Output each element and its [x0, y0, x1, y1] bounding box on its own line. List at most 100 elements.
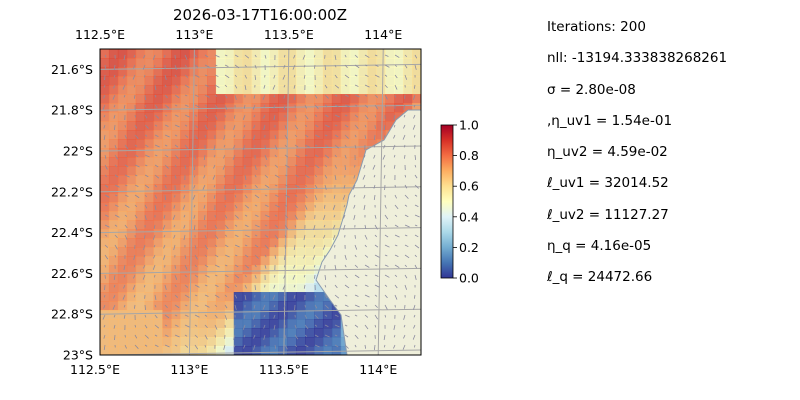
heatmap-cell — [251, 202, 262, 212]
heatmap-cell — [340, 202, 351, 212]
heatmap-cell — [126, 67, 137, 77]
heatmap-cell — [198, 130, 208, 140]
velocity-arrow — [144, 334, 149, 339]
heatmap-cell — [108, 49, 119, 59]
heatmap-cell — [242, 220, 253, 230]
heatmap-cell — [358, 49, 369, 59]
heatmap-cell — [108, 76, 119, 86]
heatmap-cell — [224, 328, 235, 338]
heatmap-cell — [224, 283, 235, 293]
velocity-arrow — [124, 164, 129, 168]
velocity-arrow — [293, 284, 296, 288]
heatmap-cell — [224, 58, 235, 68]
heatmap-cell — [207, 328, 217, 338]
velocity-arrow — [264, 194, 268, 197]
velocity-arrow — [224, 74, 230, 79]
velocity-arrow — [184, 334, 188, 337]
velocity-arrow — [174, 274, 178, 280]
heatmap-cell — [215, 238, 226, 248]
colorbar-tick-label: 0.4 — [459, 209, 479, 224]
velocity-arrow — [204, 304, 210, 308]
heatmap-cell — [126, 238, 137, 248]
velocity-arrow — [364, 114, 369, 120]
heatmap-cell — [117, 328, 128, 338]
velocity-arrow — [153, 254, 156, 259]
heatmap-cell — [224, 49, 235, 59]
heatmap-cell — [180, 292, 190, 302]
velocity-arrow — [224, 94, 228, 99]
heatmap-cell — [367, 94, 378, 104]
heatmap-cell — [394, 76, 404, 86]
heatmap-cell — [340, 175, 351, 185]
velocity-arrow — [363, 204, 366, 210]
heatmap-cell — [198, 112, 208, 122]
heatmap-cell — [180, 220, 190, 230]
velocity-arrow — [204, 94, 210, 98]
velocity-arrow — [363, 164, 366, 169]
heatmap-cell — [242, 85, 253, 95]
heatmap-cell — [153, 256, 164, 266]
heatmap-cell — [180, 103, 190, 113]
velocity-arrow — [224, 284, 230, 289]
velocity-arrow — [273, 114, 276, 120]
velocity-arrow — [334, 344, 339, 348]
heatmap-cell — [287, 337, 297, 347]
velocity-arrow — [134, 174, 138, 177]
parallel-line — [100, 186, 421, 193]
heatmap-cell — [331, 310, 342, 320]
velocity-arrow — [364, 124, 367, 128]
heatmap-cell — [153, 103, 164, 113]
velocity-arrow — [364, 84, 370, 88]
heatmap-cell — [135, 220, 146, 230]
heatmap-cell — [100, 175, 110, 185]
velocity-arrow — [364, 104, 369, 108]
heatmap-cell — [287, 85, 297, 95]
velocity-arrow — [332, 204, 336, 210]
velocity-arrow — [203, 164, 206, 168]
velocity-arrow — [214, 254, 219, 258]
heatmap-cell — [215, 76, 226, 86]
velocity-arrow — [223, 174, 226, 178]
velocity-arrow — [144, 184, 150, 189]
heatmap-cell — [376, 76, 386, 86]
velocity-arrow — [324, 184, 327, 190]
velocity-arrow — [374, 94, 378, 98]
heatmap-cell — [412, 94, 421, 104]
heatmap-cell — [108, 58, 119, 68]
heatmap-cell — [349, 94, 360, 104]
heatmap-cell — [108, 247, 119, 257]
heatmap-cell — [296, 238, 306, 248]
velocity-arrow — [264, 154, 268, 160]
heatmap-cell — [108, 121, 119, 131]
heatmap-cell — [198, 148, 208, 158]
heatmap-cell — [287, 157, 297, 167]
velocity-arrow — [364, 54, 370, 58]
heatmap-cell — [189, 337, 199, 347]
y-tick-label: 21.6°S — [51, 62, 93, 77]
heatmap-cell — [314, 202, 324, 212]
heatmap-cell — [126, 265, 137, 275]
heatmap-cell — [287, 76, 297, 86]
velocity-arrow — [154, 304, 157, 308]
velocity-arrow — [194, 124, 198, 128]
velocity-arrow — [264, 204, 269, 207]
heatmap-cell — [260, 319, 271, 329]
heatmap-cell — [207, 265, 217, 275]
heatmap-cell — [278, 247, 288, 257]
heatmap-cell — [349, 157, 360, 167]
velocity-arrow — [184, 274, 187, 278]
heatmap-cell — [287, 247, 297, 257]
velocity-arrow — [313, 264, 316, 268]
heatmap-cell — [251, 121, 262, 131]
meridian-line — [377, 49, 384, 355]
velocity-arrow — [133, 54, 136, 58]
heatmap-cell — [180, 130, 190, 140]
heatmap-cell — [207, 67, 217, 77]
velocity-arrow — [114, 124, 116, 131]
velocity-arrow — [194, 144, 197, 148]
heatmap-cell — [367, 112, 378, 122]
velocity-arrow — [283, 304, 286, 309]
velocity-arrow — [204, 254, 208, 258]
heatmap-cell — [162, 112, 172, 122]
velocity-arrow — [144, 194, 147, 198]
